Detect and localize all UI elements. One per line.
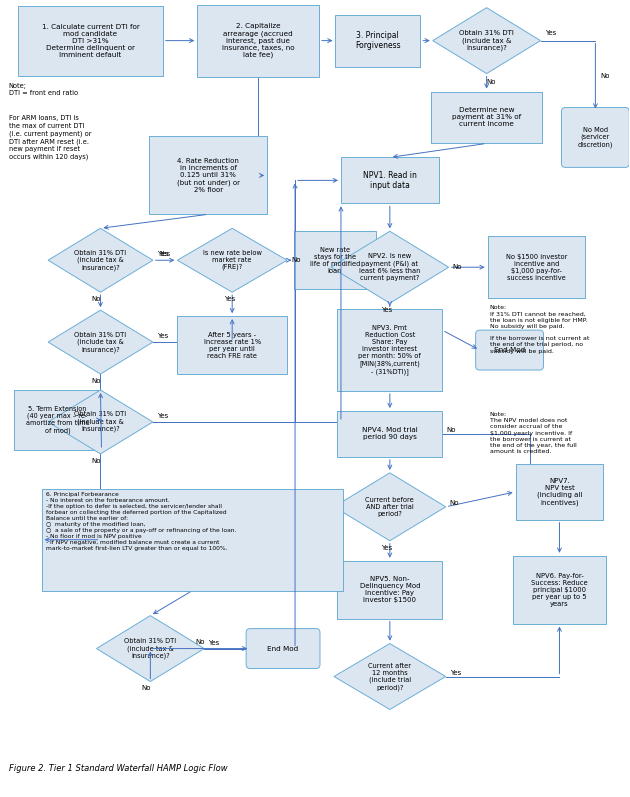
Text: NPV5. Non-
Delinquency Mod
Incentive: Pay
Investor $1500: NPV5. Non- Delinquency Mod Incentive: Pa… — [360, 576, 420, 603]
Polygon shape — [48, 310, 153, 374]
Text: No Mod
(servicer
discretion): No Mod (servicer discretion) — [578, 127, 613, 148]
Text: No: No — [487, 79, 496, 84]
Text: No: No — [600, 73, 610, 79]
Polygon shape — [48, 390, 153, 454]
Text: 1. Calculate current DTI for
mod candidate
DTI >31%
Determine delinquent or
Immi: 1. Calculate current DTI for mod candida… — [42, 24, 139, 57]
FancyBboxPatch shape — [177, 316, 287, 374]
Text: End Mod: End Mod — [268, 646, 299, 652]
Polygon shape — [177, 228, 287, 292]
FancyBboxPatch shape — [513, 556, 606, 623]
Text: Note:
The NPV model does not
consider accrual of the
$1,000 yearly incentive. If: Note: The NPV model does not consider ac… — [490, 412, 576, 454]
Text: Yes: Yes — [546, 29, 557, 36]
Text: Obtain 31% DTI
(include tax &
insurance)?: Obtain 31% DTI (include tax & insurance)… — [74, 332, 127, 352]
FancyBboxPatch shape — [42, 489, 343, 591]
FancyBboxPatch shape — [18, 6, 163, 76]
Text: NPV2. Is new
payment (P&I) at
least 6% less than
current payment?: NPV2. Is new payment (P&I) at least 6% l… — [359, 253, 420, 281]
Text: No: No — [450, 500, 459, 506]
FancyBboxPatch shape — [335, 14, 420, 67]
Polygon shape — [96, 615, 204, 681]
Text: 6. Principal Forbearance
- No interest on the forbearance amount.
-If the option: 6. Principal Forbearance - No interest o… — [45, 492, 236, 551]
FancyBboxPatch shape — [561, 108, 629, 167]
FancyBboxPatch shape — [515, 464, 604, 520]
FancyBboxPatch shape — [338, 411, 442, 457]
Text: No: No — [195, 638, 205, 645]
Text: Note:
If 31% DTI cannot be reached,
the loan is not eligible for HMP.
No subsidy: Note: If 31% DTI cannot be reached, the … — [490, 305, 589, 354]
Text: Is new rate below
market rate
(FRE)?: Is new rate below market rate (FRE)? — [203, 250, 261, 270]
Text: Obtain 31% DTI
(include tax &
insurance)?: Obtain 31% DTI (include tax & insurance)… — [74, 249, 127, 271]
FancyBboxPatch shape — [488, 236, 585, 298]
Text: 2. Capitalize
arrearage (accrued
interest, past due
insurance, taxes, no
late fe: 2. Capitalize arrearage (accrued interes… — [222, 23, 294, 58]
Text: End Mod: End Mod — [494, 347, 525, 353]
Polygon shape — [433, 8, 541, 73]
Text: Current after
12 months
(include trial
period)?: Current after 12 months (include trial p… — [369, 662, 411, 690]
Text: Yes: Yes — [209, 639, 219, 646]
FancyBboxPatch shape — [341, 158, 438, 203]
Text: 5. Term Extension
(40 year max – re-
amortize from time
of mod): 5. Term Extension (40 year max – re- amo… — [26, 406, 89, 434]
Text: Obtain 31% DTI
(include tax &
insurance)?: Obtain 31% DTI (include tax & insurance)… — [124, 638, 176, 659]
FancyBboxPatch shape — [197, 5, 319, 77]
FancyBboxPatch shape — [431, 92, 542, 143]
Text: 4. Rate Reduction
in increments of
0.125 until 31%
(but not under) or
2% floor: 4. Rate Reduction in increments of 0.125… — [177, 158, 240, 193]
Text: No: No — [92, 458, 101, 464]
Text: Yes: Yes — [450, 669, 461, 676]
Text: Obtain 31% DTI
(include tax &
insurance)?: Obtain 31% DTI (include tax & insurance)… — [459, 30, 514, 51]
FancyBboxPatch shape — [294, 231, 376, 289]
Text: Note;
DTI = front end ratio: Note; DTI = front end ratio — [9, 83, 77, 96]
Text: No: No — [446, 427, 455, 433]
Text: No: No — [92, 296, 101, 302]
Text: No: No — [92, 378, 101, 384]
Text: NPV7.
NPV test
(including all
incentives): NPV7. NPV test (including all incentives… — [537, 478, 582, 506]
Text: NPV4. Mod trial
period 90 days: NPV4. Mod trial period 90 days — [362, 427, 418, 441]
Text: No: No — [291, 257, 301, 263]
Polygon shape — [48, 228, 153, 292]
Polygon shape — [334, 643, 445, 709]
Text: Obtain 31% DTI
(include tax &
insurance)?: Obtain 31% DTI (include tax & insurance)… — [74, 411, 127, 433]
Text: Yes: Yes — [224, 296, 236, 302]
Text: After 5 years -
Increase rate 1%
per year until
reach FRE rate: After 5 years - Increase rate 1% per yea… — [203, 332, 261, 359]
Text: Determine new
payment at 31% of
current income: Determine new payment at 31% of current … — [452, 108, 521, 128]
Polygon shape — [331, 231, 449, 303]
Text: NPV6. Pay-for-
Success: Reduce
principal $1000
per year up to 5
years: NPV6. Pay-for- Success: Reduce principal… — [531, 573, 588, 607]
Text: Yes: Yes — [381, 544, 392, 551]
Text: 3. Principal
Forgiveness: 3. Principal Forgiveness — [355, 31, 401, 50]
Text: No: No — [142, 685, 151, 692]
FancyBboxPatch shape — [14, 390, 101, 450]
Text: New rate
stays for the
life of modified
loan: New rate stays for the life of modified … — [310, 247, 360, 273]
Text: NPV3. Pmt
Reduction Cost
Share: Pay
investor interest
per month: 50% of
[MIN(38%: NPV3. Pmt Reduction Cost Share: Pay inve… — [358, 325, 421, 375]
Text: No $1500 investor
incentive and
$1,000 pay-for-
success incentive: No $1500 investor incentive and $1,000 p… — [506, 253, 567, 281]
Text: For ARM loans, DTI is
the max of current DTI
(i.e. current payment) or
DTI after: For ARM loans, DTI is the max of current… — [9, 116, 91, 160]
FancyBboxPatch shape — [246, 629, 320, 669]
Text: Current before
AND after trial
period?: Current before AND after trial period? — [365, 497, 414, 516]
FancyBboxPatch shape — [338, 309, 442, 391]
FancyBboxPatch shape — [476, 330, 544, 370]
Text: Yes: Yes — [159, 251, 171, 257]
FancyBboxPatch shape — [149, 136, 267, 214]
Polygon shape — [334, 473, 445, 540]
Text: Figure 2. Tier 1 Standard Waterfall HAMP Logic Flow: Figure 2. Tier 1 Standard Waterfall HAMP… — [9, 764, 227, 773]
Text: Yes: Yes — [157, 413, 168, 419]
Text: Yes: Yes — [157, 251, 168, 257]
Text: Yes: Yes — [381, 307, 392, 313]
Text: No: No — [453, 265, 462, 270]
FancyBboxPatch shape — [338, 561, 442, 618]
Text: Yes: Yes — [157, 333, 168, 339]
Text: NPV1. Read in
input data: NPV1. Read in input data — [363, 171, 417, 190]
